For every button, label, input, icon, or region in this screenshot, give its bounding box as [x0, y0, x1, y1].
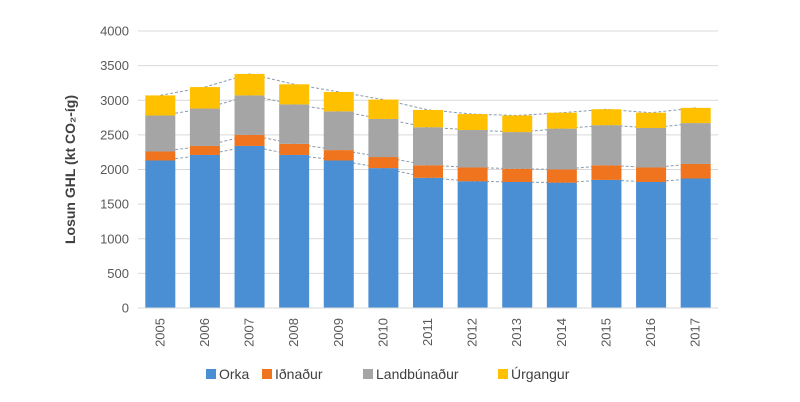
x-tick-label: 2011 [420, 318, 435, 346]
x-tick-label: 2013 [509, 318, 524, 347]
legend-label: Orka [219, 366, 250, 382]
bar-segment-iðnaður [591, 165, 622, 180]
bar-segment-iðnaður [189, 145, 220, 155]
x-tick-label: 2006 [197, 318, 212, 347]
bar-segment-orka [636, 181, 667, 308]
bar-segment-iðnaður [636, 167, 667, 182]
bar-segment-orka [457, 181, 488, 308]
y-tick-label: 1500 [100, 197, 129, 212]
bar-segment-landbúnaður [368, 118, 399, 158]
bar-segment-orka [234, 145, 265, 308]
legend-swatch [262, 369, 272, 379]
x-tick-label: 2007 [242, 318, 257, 347]
bar-segment-orka [502, 181, 533, 308]
bar-segment-iðnaður [680, 163, 711, 179]
bar-segment-landbúnaður [546, 128, 577, 170]
x-tick-label: 2005 [152, 318, 167, 347]
bar-segment-úrgangur [636, 112, 667, 128]
y-tick-label: 4000 [100, 24, 129, 39]
bar-segment-landbúnaður [323, 111, 354, 151]
bar-segment-landbúnaður [189, 108, 220, 146]
x-tick-label: 2015 [598, 318, 613, 347]
bars [145, 73, 711, 308]
bar-segment-úrgangur [591, 109, 622, 126]
y-tick-label: 2000 [100, 162, 129, 177]
legend-label: Landbúnaður [376, 366, 459, 382]
legend-label: Iðnaður [275, 366, 323, 382]
y-tick-label: 0 [122, 301, 129, 316]
bar-segment-úrgangur [279, 84, 310, 105]
bar-segment-úrgangur [502, 115, 533, 133]
bar-segment-úrgangur [680, 107, 711, 124]
bar-segment-orka [591, 179, 622, 308]
bar-segment-iðnaður [323, 150, 354, 161]
bar-segment-úrgangur [189, 87, 220, 109]
bar-segment-iðnaður [279, 143, 310, 155]
legend-label: Úrgangur [511, 366, 570, 382]
axes: 0 500 1000 1500 2000 2500 3000 3500 4000 2005 2006… [100, 24, 718, 347]
bar-segment-orka [145, 160, 176, 308]
bar-segment-iðnaður [546, 169, 577, 183]
bar-segment-landbúnaður [636, 127, 667, 168]
bar-segment-úrgangur [457, 114, 488, 131]
x-tick-label: 2008 [286, 318, 301, 347]
bar-segment-iðnaður [145, 151, 176, 161]
bar-segment-úrgangur [145, 95, 176, 116]
bar-segment-orka [546, 182, 577, 308]
legend-swatch [206, 369, 216, 379]
bar-segment-orka [680, 178, 711, 308]
bar-segment-orka [189, 154, 220, 308]
bar-segment-úrgangur [368, 99, 399, 119]
bar-segment-úrgangur [413, 109, 443, 128]
bar-segment-landbúnaður [145, 115, 176, 152]
bar-segment-iðnaður [502, 168, 533, 182]
bar-segment-landbúnaður [502, 132, 533, 169]
bar-segment-úrgangur [546, 112, 577, 129]
y-axis-label: Losun GHL (kt CO₂-íg) [62, 95, 78, 244]
bar-segment-úrgangur [234, 73, 265, 96]
bar-segment-orka [413, 177, 443, 308]
bar-segment-iðnaður [368, 157, 399, 169]
bar-segment-orka [323, 160, 354, 308]
y-tick-label: 1000 [100, 231, 129, 246]
bar-segment-orka [368, 168, 399, 308]
bar-segment-landbúnaður [591, 125, 622, 166]
legend: Orka Iðnaður Landbúnaður Úrgangur [206, 366, 570, 382]
bar-segment-landbúnaður [234, 95, 265, 135]
x-tick-label: 2016 [643, 318, 658, 347]
y-tick-label: 500 [107, 266, 129, 281]
x-tick-label: 2010 [375, 318, 390, 347]
legend-swatch [498, 369, 508, 379]
x-tick-label: 2014 [554, 318, 569, 347]
bar-segment-landbúnaður [279, 104, 310, 144]
bar-segment-úrgangur [323, 91, 354, 112]
bar-segment-iðnaður [457, 167, 488, 182]
x-tick-label: 2012 [465, 318, 480, 347]
x-tick-label: 2009 [331, 318, 346, 347]
bar-segment-iðnaður [234, 134, 265, 146]
y-tick-label: 3500 [100, 58, 129, 73]
x-tick-label: 2017 [688, 318, 703, 347]
bar-segment-landbúnaður [413, 127, 443, 166]
bar-segment-iðnaður [413, 165, 443, 178]
y-tick-label: 2500 [100, 127, 129, 142]
legend-swatch [363, 369, 373, 379]
bar-segment-landbúnaður [457, 130, 488, 168]
y-tick-label: 3000 [100, 93, 129, 108]
bar-segment-landbúnaður [680, 123, 711, 164]
bar-segment-orka [279, 154, 310, 308]
